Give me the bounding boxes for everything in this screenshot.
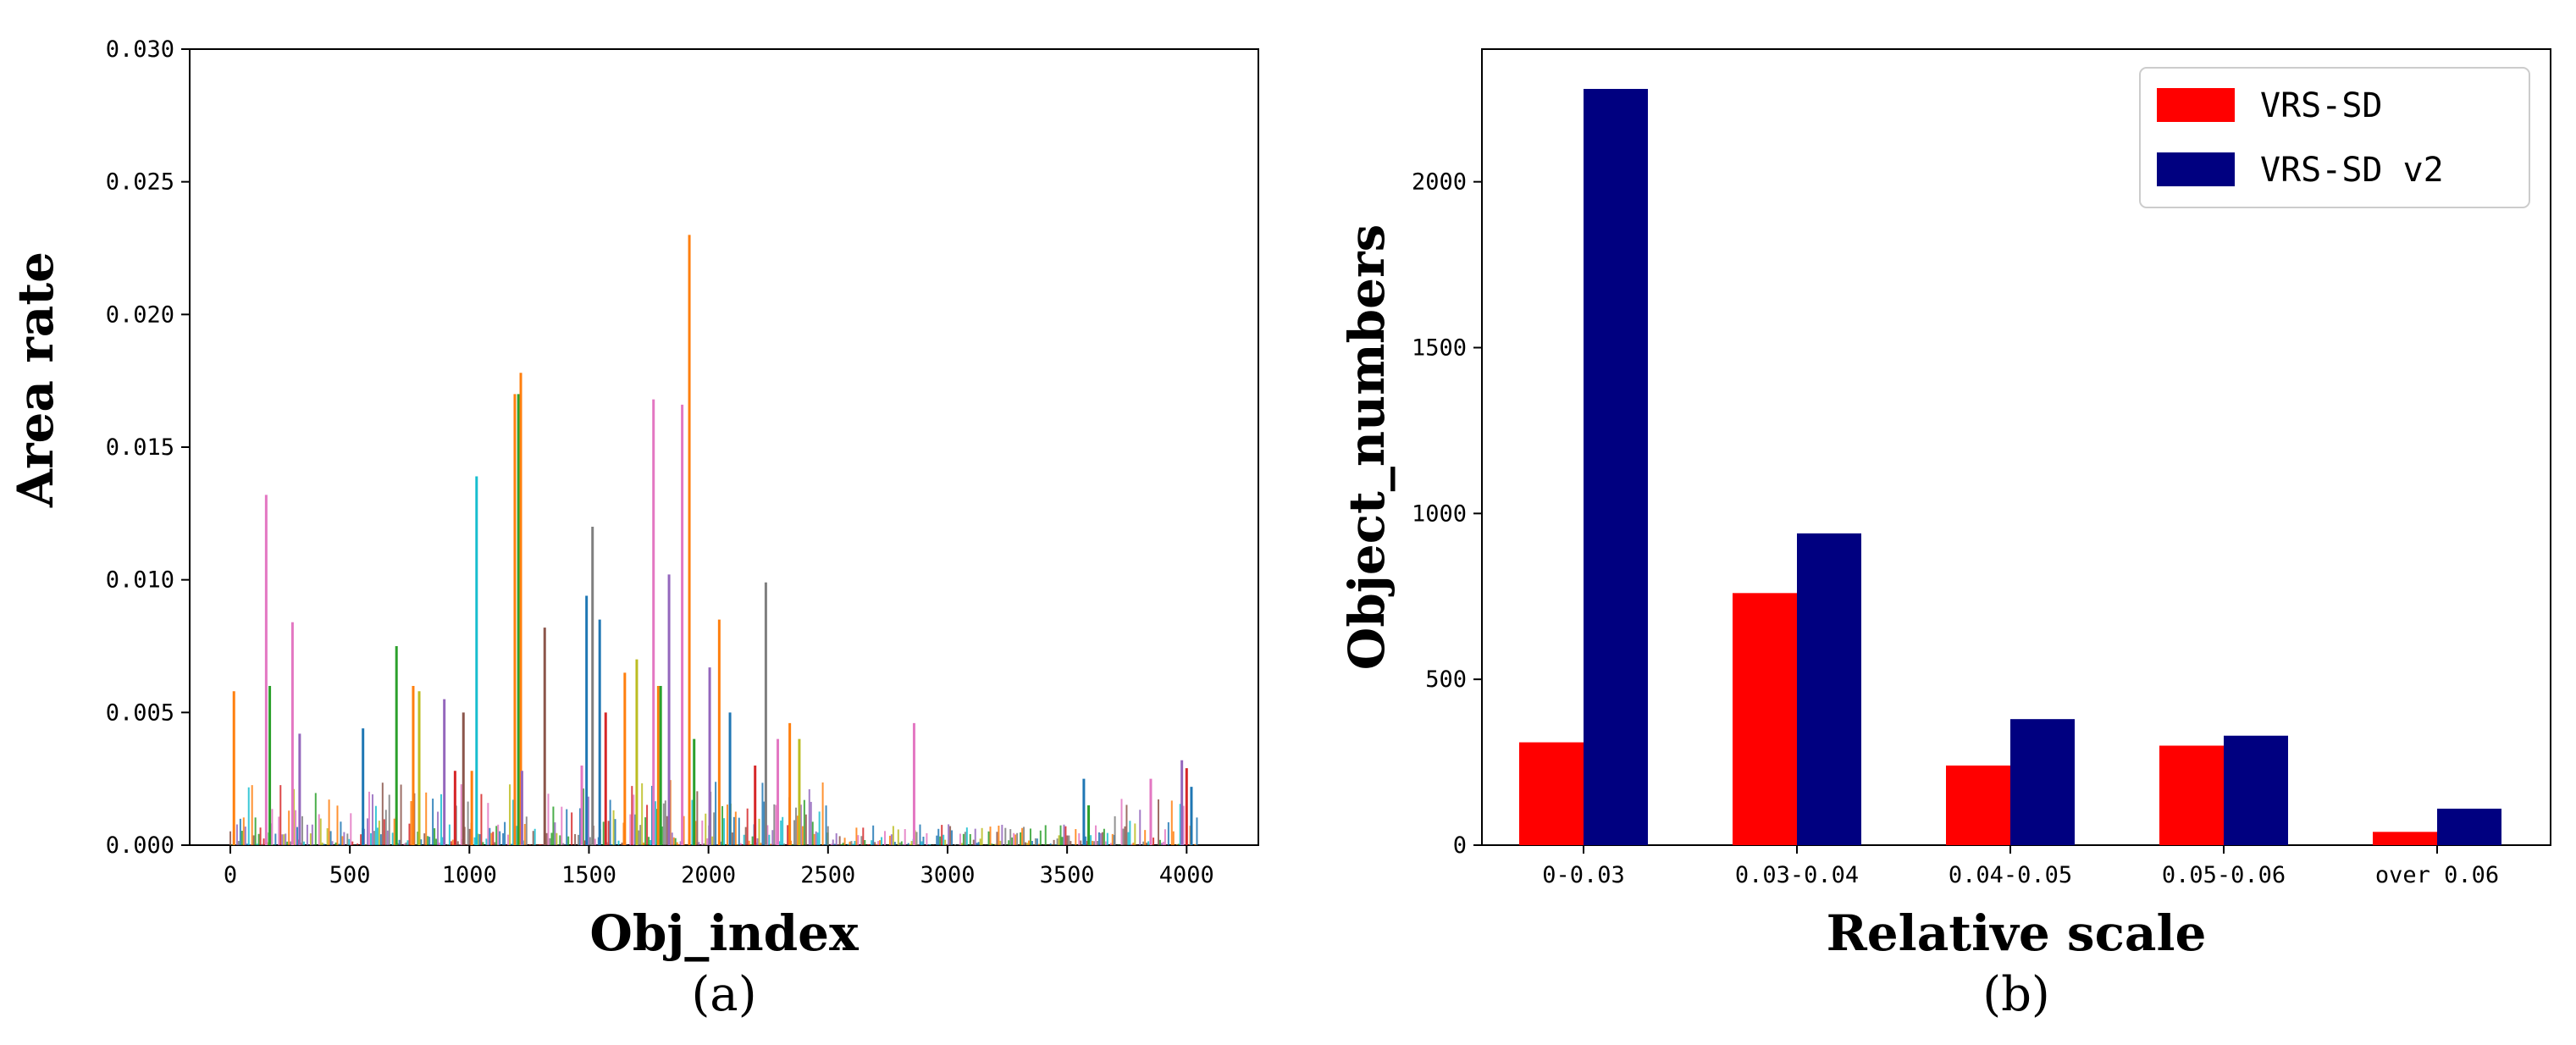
bar-vrs-sd <box>2159 745 2224 845</box>
bar-vrs-sd-v2 <box>1797 533 1861 845</box>
x-tick-label: 1000 <box>442 862 497 888</box>
x-tick-label: 0.03-0.04 <box>1735 862 1859 888</box>
chart-b-legend: VRS-SD VRS-SD v2 <box>2139 67 2530 208</box>
bar-vrs-sd <box>1519 742 1584 845</box>
chart-a-x-axis-label: Obj_index <box>589 904 859 962</box>
y-tick-label: 0 <box>1453 832 1467 859</box>
panel-a-area-rate-chart: 0 500 1000 1500 2000 2500 3000 3500 4000 0.000 0.… <box>7 36 1259 1022</box>
legend-frame <box>2139 67 2530 208</box>
x-tick-label: 0-0.03 <box>1542 862 1625 888</box>
x-tick-label: over 0.06 <box>2375 862 2499 888</box>
y-tick-label: 0.020 <box>106 301 174 328</box>
chart-a-x-ticks: 0 500 1000 1500 2000 2500 3000 3500 4000 <box>224 845 1214 888</box>
chart-b-svg: 0-0.03 0.03-0.04 0.04-0.05 0.05-0.06 over 0.… <box>1338 48 2551 1022</box>
x-tick-label: 500 <box>329 862 371 888</box>
legend-label-vrs-sd: VRS-SD <box>2260 86 2383 125</box>
y-tick-label: 0.030 <box>106 36 174 63</box>
legend-label-vrs-sd-v2: VRS-SD v2 <box>2260 151 2444 190</box>
chart-b-bars <box>1519 89 2501 845</box>
y-tick-label: 0.000 <box>106 832 174 859</box>
chart-b-x-axis-label: Relative scale <box>1827 904 2207 962</box>
x-tick-label: 3000 <box>920 862 975 888</box>
chart-a-y-axis-label: Area rate <box>7 252 64 508</box>
x-tick-label: 3500 <box>1040 862 1095 888</box>
bar-vrs-sd-v2 <box>2010 719 2075 845</box>
chart-b-y-axis-label: Object_numbers <box>1338 224 1396 670</box>
bar-vrs-sd-v2 <box>2437 808 2501 845</box>
chart-a-y-ticks: 0.000 0.005 0.010 0.015 0.020 0.025 0.030 <box>106 36 190 859</box>
chart-b-panel-label: (b) <box>1982 967 2050 1022</box>
x-tick-label: 0.05-0.06 <box>2162 862 2286 888</box>
chart-a-panel-label: (a) <box>691 967 756 1022</box>
chart-a-plot-frame <box>189 48 1259 846</box>
x-tick-label: 0 <box>224 862 237 888</box>
y-tick-label: 0.025 <box>106 169 174 196</box>
bar-vrs-sd <box>1733 593 1797 845</box>
x-tick-label: 2000 <box>681 862 736 888</box>
chart-a-peak-bars <box>232 235 1193 845</box>
y-tick-label: 500 <box>1425 666 1467 693</box>
chart-a-background-bars <box>229 780 1198 845</box>
x-tick-label: 2500 <box>800 862 855 888</box>
bar-vrs-sd-v2 <box>1584 89 1648 845</box>
y-tick-label: 1000 <box>1412 500 1467 527</box>
bar-vrs-sd-v2 <box>2224 735 2288 845</box>
x-tick-label: 1500 <box>561 862 616 888</box>
chart-b-x-ticks: 0-0.03 0.03-0.04 0.04-0.05 0.05-0.06 over 0.… <box>1542 845 2499 888</box>
legend-swatch-vrs-sd <box>2157 88 2235 122</box>
y-tick-label: 0.010 <box>106 567 174 594</box>
chart-a-svg: 0 500 1000 1500 2000 2500 3000 3500 4000 0.0000.… <box>7 36 1259 1022</box>
panel-b-object-numbers-chart: 0-0.03 0.03-0.04 0.04-0.05 0.05-0.06 over 0.… <box>1288 0 2576 1045</box>
bar-vrs-sd <box>1946 766 2010 845</box>
y-tick-label: 0.015 <box>106 434 174 461</box>
y-tick-label: 0.005 <box>106 699 174 726</box>
y-tick-label: 2000 <box>1412 169 1467 196</box>
x-tick-label: 4000 <box>1159 862 1214 888</box>
x-tick-label: 0.04-0.05 <box>1949 862 2072 888</box>
chart-b-y-ticks: 0 500 1000 1500 2000 <box>1412 169 1482 859</box>
bar-vrs-sd <box>2373 832 2437 845</box>
legend-swatch-vrs-sd-v2 <box>2157 152 2235 186</box>
y-tick-label: 1500 <box>1412 335 1467 362</box>
